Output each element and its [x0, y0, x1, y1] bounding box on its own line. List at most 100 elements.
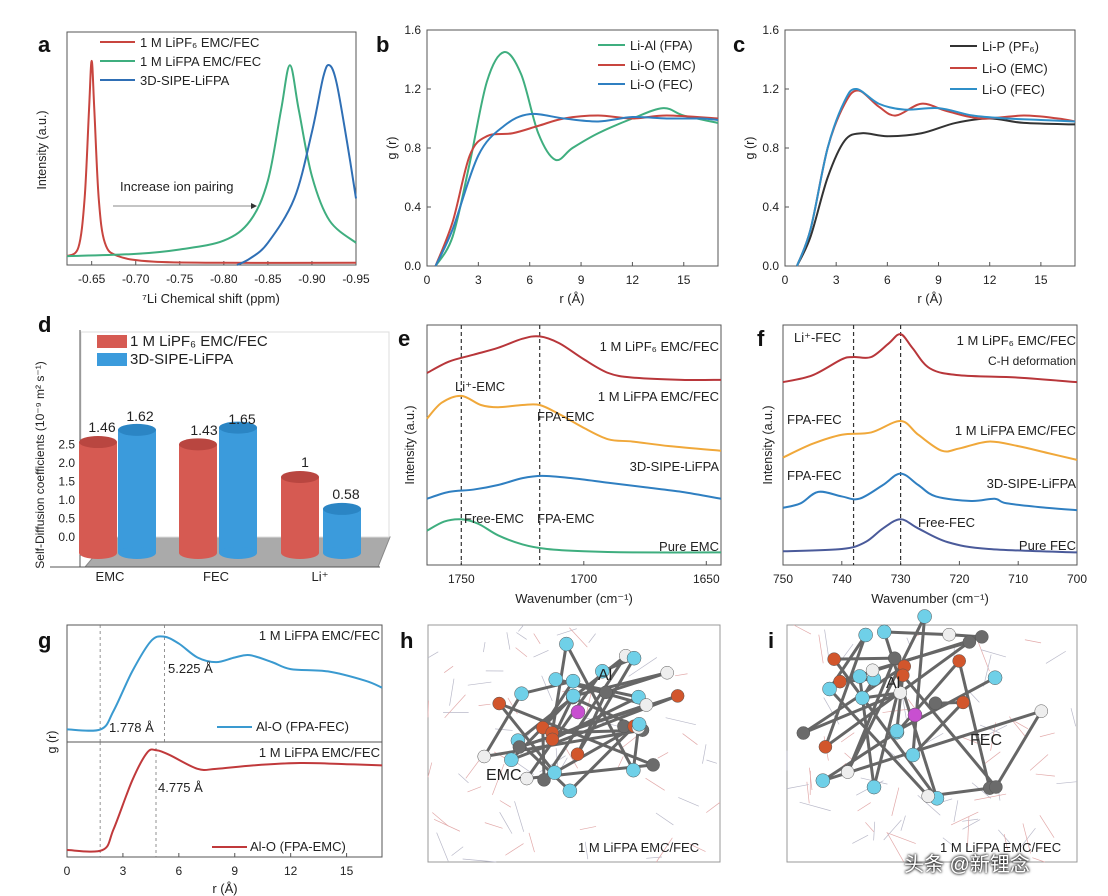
- f-annotation: FPA-FEC: [787, 468, 842, 483]
- h-solvent-bond: [467, 681, 492, 686]
- i-fluorine-atom: [852, 669, 867, 684]
- h-bond: [550, 643, 568, 734]
- e-series-label: Pure EMC: [659, 539, 719, 554]
- h-solvent-bond: [432, 812, 449, 827]
- h-fluorine-atom: [559, 636, 574, 652]
- i-solvent-bond: [1022, 823, 1031, 854]
- i-solvent-bond: [984, 751, 1001, 765]
- d-bar-bottom: [219, 547, 257, 559]
- h-solvent-bond: [585, 692, 592, 715]
- d-bar: [323, 508, 361, 553]
- i-solvent-bond: [1045, 650, 1066, 664]
- b-ytick-label: 1.6: [404, 23, 421, 37]
- i-carbon-atom: [928, 696, 943, 710]
- d-bar-top: [219, 421, 257, 434]
- e-series-label: 3D-SIPE-LiFPA: [629, 459, 719, 474]
- f-xtick-label: 740: [832, 572, 852, 586]
- d-bar-top: [281, 471, 319, 483]
- f-xtick-label: 750: [773, 572, 793, 586]
- c-xtick-label: 15: [1034, 273, 1048, 287]
- b-ytick-label: 1.2: [404, 82, 421, 96]
- i-solvent-bond: [1029, 754, 1049, 771]
- i-bond: [834, 656, 895, 661]
- i-solvent-bond: [844, 752, 853, 761]
- i-fluorine-atom: [987, 670, 1003, 685]
- i-fluorine-atom: [815, 773, 831, 788]
- h-fluorine-atom: [626, 650, 642, 666]
- i-fluorine-atom: [866, 779, 882, 795]
- c-ytick-label: 0.0: [762, 259, 779, 273]
- f-series-line: [782, 333, 1078, 384]
- i-oxygen-atom: [827, 652, 841, 666]
- i-bond: [824, 634, 868, 748]
- i-hydrogen-atom: [942, 627, 956, 642]
- f-plot-frame: [782, 324, 1078, 566]
- h-solvent-bond: [657, 752, 669, 759]
- h-solvent-bond: [533, 649, 549, 658]
- h-fluorine-atom: [514, 686, 529, 701]
- i-solvent-bond: [980, 725, 1008, 739]
- h-solvent-bond: [655, 812, 674, 826]
- h-solvent-bond: [451, 846, 464, 856]
- f-xtick-label: 700: [1067, 572, 1087, 586]
- h-solvent-bond: [518, 624, 524, 632]
- i-solvent-bond: [857, 802, 871, 812]
- i-solvent-bond: [967, 816, 970, 847]
- i-solvent-bond: [902, 697, 908, 722]
- i-hydrogen-atom: [1034, 704, 1049, 718]
- f-xtick-label: 710: [1008, 572, 1028, 586]
- d-category: EMC: [95, 569, 125, 584]
- e-xtick-label: 1650: [693, 572, 720, 586]
- i-solvent-bond: [998, 829, 1011, 844]
- d-bar-top: [118, 423, 156, 436]
- i-atom-label: Al: [886, 675, 901, 692]
- h-solvent-bond: [584, 841, 589, 860]
- d-value-label: 1.62: [126, 408, 154, 424]
- i-solvent-bond: [793, 624, 812, 635]
- a-xtick-label: -0.90: [298, 272, 326, 286]
- c-legend-1: Li-P (PF₆): [982, 39, 1040, 54]
- a-arrow-head-icon: [251, 203, 257, 209]
- i-solvent-bond: [1018, 828, 1036, 850]
- i-carbon-atom: [887, 651, 902, 665]
- d-bar: [219, 427, 257, 553]
- i-fluorine-atom: [858, 627, 873, 643]
- d-bar-top: [79, 436, 117, 449]
- i-solvent-bond: [977, 640, 990, 672]
- a-legend-3: 3D-SIPE-LiFPA: [140, 73, 230, 88]
- d-legend-2: 3D-SIPE-LiFPA: [130, 351, 234, 368]
- i-bond: [895, 675, 905, 732]
- h-solvent-bond: [569, 627, 588, 648]
- i-fluorine-atom: [905, 747, 921, 763]
- g-series-line: [66, 748, 383, 853]
- h-solvent-bond: [478, 703, 491, 706]
- b-ytick-label: 0.4: [404, 200, 421, 214]
- d-value-label: 1.65: [228, 411, 256, 427]
- i-solvent-bond: [1003, 833, 1009, 851]
- i-solvent-bond: [887, 832, 904, 862]
- h-solvent-bond: [533, 633, 541, 644]
- h-solvent-bond: [579, 826, 597, 831]
- a-legend-1: 1 M LiPF₆ EMC/FEC: [140, 35, 260, 50]
- d-value-label: 1.43: [190, 422, 218, 438]
- b-series-line: [434, 114, 719, 267]
- i-solvent-bond: [873, 821, 876, 841]
- g-xtick-label: 6: [175, 864, 182, 878]
- d-bar-bottom: [79, 547, 117, 559]
- d-value-label: 0.58: [332, 486, 360, 502]
- e-series-label: 1 M LiFPA EMC/FEC: [597, 389, 719, 404]
- d-ytick-label: 0.5: [58, 512, 75, 526]
- g-xtick-label: 15: [340, 864, 354, 878]
- h-solvent-bond: [516, 632, 527, 640]
- c-ytick-label: 1.2: [762, 82, 779, 96]
- panel-label-g: g: [38, 628, 52, 653]
- panel-label-d: d: [38, 312, 52, 337]
- d-value-label: 1.46: [88, 419, 116, 435]
- c-xlabel: r (Å): [917, 291, 943, 306]
- h-solvent-bond: [427, 700, 429, 718]
- c-xtick-label: 3: [833, 273, 840, 287]
- i-solvent-bond: [942, 798, 953, 803]
- d-bar: [79, 442, 117, 553]
- g-xtick-label: 9: [231, 864, 238, 878]
- d-bar-bottom: [179, 547, 217, 559]
